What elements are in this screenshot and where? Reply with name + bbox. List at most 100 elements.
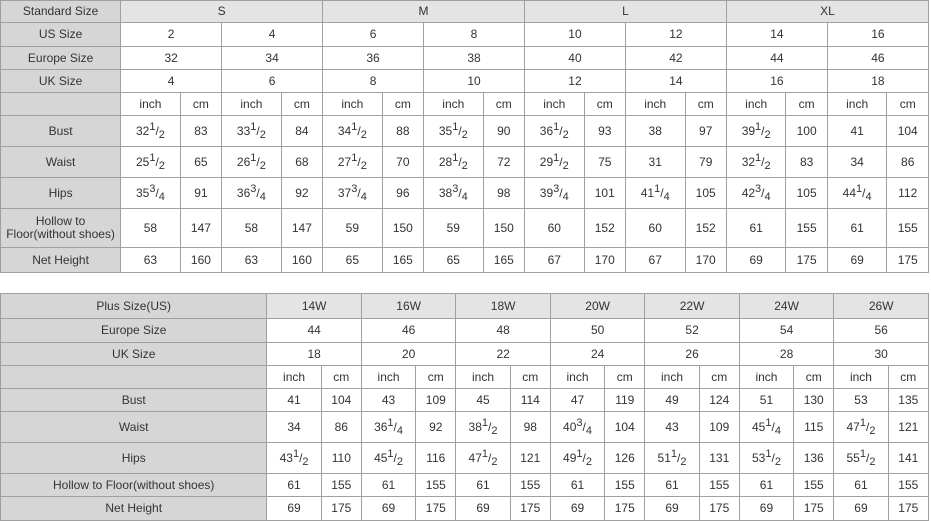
measurement-value: 155	[509, 473, 551, 497]
measurement-value: 38	[624, 115, 686, 147]
measurement-value: 175	[509, 496, 551, 521]
size-value: 10	[523, 22, 626, 47]
size-header: 14W	[266, 293, 362, 319]
measurement-value: 155	[698, 473, 740, 497]
measurement-value: 124	[698, 388, 740, 412]
size-value: 16	[725, 69, 828, 93]
measurement-value: 58	[221, 208, 282, 248]
measurement-label: Bust	[0, 388, 268, 412]
measurement-value: 104	[604, 411, 646, 443]
measurement-value: 61	[826, 208, 888, 248]
size-header: XL	[725, 0, 930, 23]
size-value: 16	[826, 22, 930, 47]
measurement-value: 45	[455, 388, 511, 412]
measurement-value: 105	[785, 177, 828, 209]
measurement-row: Bust 41 104 43 109 45 114 47 119 49 124 51 130 53 135	[0, 388, 930, 412]
measurement-value: 119	[604, 388, 646, 412]
measurement-value: 63	[221, 247, 282, 273]
unit-row: inch cm inch cm inch cm inch cm inch cm inch cm inch…	[0, 92, 929, 116]
measurement-row: Net Height 63 160 63 160 65 165 65 165 67 170 67 170…	[0, 247, 929, 273]
measurement-value: 86	[320, 411, 362, 443]
measurement-value: 165	[381, 247, 425, 273]
measurement-value: 67	[624, 247, 686, 273]
size-value: 26	[644, 342, 740, 366]
measurement-value: 90	[482, 115, 525, 147]
measurement-value: 471/2	[833, 411, 889, 443]
size-value: 12	[624, 22, 727, 47]
measurement-value: 72	[482, 146, 525, 178]
measurement-value: 160	[280, 247, 324, 273]
measurement-value: 291/2	[523, 146, 585, 178]
measurement-label: Net Height	[0, 247, 122, 273]
size-row: UK Size 4 6 8 10 12 14 16 18	[0, 69, 930, 93]
size-value: 4	[120, 69, 223, 93]
measurement-value: 69	[833, 496, 889, 521]
measurement-value: 109	[698, 411, 740, 443]
measurement-value: 110	[320, 442, 362, 474]
measurement-value: 511/2	[644, 442, 700, 474]
size-value: 20	[360, 342, 457, 366]
unit-inch: inch	[523, 92, 585, 116]
size-row: Europe Size 32 34 36 38 40 42 44 46	[0, 46, 930, 70]
measurement-value: 67	[523, 247, 585, 273]
measurement-row: Hollow to Floor(without shoes) 58 147 58 147…	[0, 208, 929, 248]
row-label: Europe Size	[0, 46, 122, 70]
size-value: 48	[455, 318, 551, 343]
size-value: 6	[221, 69, 324, 93]
measurement-value: 391/2	[725, 115, 787, 147]
size-value: 54	[738, 318, 835, 343]
measurement-value: 65	[179, 146, 223, 178]
size-value: 38	[423, 46, 525, 70]
unit-row: inch cm inch cm inch cm inch cm inch cm inch cm inch…	[0, 365, 930, 389]
size-value: 18	[266, 342, 362, 366]
measurement-value: 69	[644, 496, 700, 521]
measurement-value: 61	[549, 473, 606, 497]
measurement-value: 155	[604, 473, 646, 497]
measurement-value: 411/4	[624, 177, 686, 209]
measurement-value: 115	[793, 411, 835, 443]
measurement-value: 175	[698, 496, 740, 521]
unit-cm: cm	[381, 92, 425, 116]
measurement-value: 60	[523, 208, 585, 248]
measurement-value: 431/2	[266, 442, 322, 474]
measurement-value: 43	[360, 388, 417, 412]
size-value: 50	[549, 318, 646, 343]
measurement-value: 471/2	[455, 442, 511, 474]
size-value: 40	[523, 46, 626, 70]
measurement-value: 70	[381, 146, 425, 178]
measurement-value: 271/2	[322, 146, 383, 178]
measurement-value: 170	[684, 247, 727, 273]
size-row: UK Size 18 20 22 24 26 28 30	[0, 342, 929, 366]
measurement-value: 150	[381, 208, 425, 248]
unit-inch: inch	[322, 92, 383, 116]
measurement-value: 175	[604, 496, 646, 521]
size-value: 6	[322, 22, 425, 47]
unit-cm: cm	[179, 92, 223, 116]
measurement-value: 155	[785, 208, 828, 248]
measurement-value: 141	[887, 442, 930, 474]
measurement-value: 155	[886, 208, 929, 248]
measurement-value: 58	[120, 208, 181, 248]
measurement-value: 104	[886, 115, 929, 147]
measurement-value: 69	[549, 496, 606, 521]
measurement-value: 34	[266, 411, 322, 443]
measurement-value: 175	[793, 496, 835, 521]
measurement-value: 69	[455, 496, 511, 521]
measurement-value: 351/2	[423, 115, 484, 147]
header-label: Standard Size	[0, 0, 122, 23]
measurement-value: 165	[482, 247, 525, 273]
standard-size-table: Standard Size S M L XL US Size 2 4 6 8 10 12 14 16 Eur…	[0, 0, 930, 273]
size-header: M	[322, 0, 525, 23]
unit-inch: inch	[725, 92, 787, 116]
size-value: 30	[833, 342, 929, 366]
size-value: 2	[120, 22, 223, 47]
size-value: 22	[455, 342, 551, 366]
size-value: 46	[826, 46, 930, 70]
row-label: UK Size	[0, 342, 268, 366]
row-label: US Size	[0, 22, 122, 47]
measurement-value: 121	[887, 411, 930, 443]
measurement-label: Waist	[0, 411, 268, 443]
size-header: 20W	[549, 293, 646, 319]
measurement-value: 43	[644, 411, 700, 443]
measurement-label: Hips	[0, 442, 268, 474]
